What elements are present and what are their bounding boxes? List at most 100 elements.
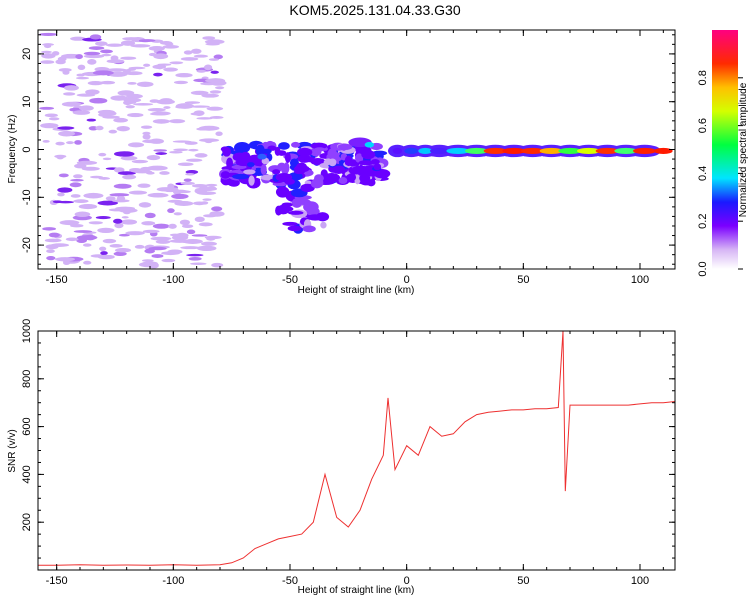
- speckle-mark: [142, 139, 161, 144]
- speckle-mark: [78, 105, 94, 111]
- speckle-mark: [64, 85, 79, 91]
- speckle-mark: [186, 253, 204, 257]
- speckle-mark: [114, 222, 124, 229]
- speckle-mark: [100, 110, 117, 117]
- speckle-mark: [83, 243, 92, 247]
- snr-x-tick-label: 0: [404, 575, 410, 587]
- speckle-mark: [128, 190, 148, 195]
- speckle-mark: [186, 229, 196, 235]
- speckle-mark: [40, 60, 55, 64]
- spectrogram-y-tick-label: 20: [21, 48, 33, 60]
- cluster-mark: [314, 174, 324, 183]
- speckle-mark: [87, 59, 97, 65]
- speckle-mark: [61, 101, 82, 107]
- speckle-mark: [105, 43, 124, 47]
- speckle-mark: [201, 93, 220, 98]
- speckle-mark: [215, 131, 223, 137]
- snr-frame: [37, 330, 676, 571]
- speckle-mark: [42, 227, 57, 231]
- speckle-mark: [200, 201, 209, 205]
- speckle-mark: [140, 166, 152, 171]
- cluster-mark: [288, 172, 303, 181]
- speckle-mark: [211, 262, 224, 268]
- speckle-mark: [208, 58, 220, 61]
- speckle-mark: [58, 173, 69, 178]
- speckle-mark: [62, 260, 71, 266]
- band-mark: [633, 147, 657, 155]
- speckle-mark: [194, 188, 202, 194]
- page-title: KOM5.2025.131.04.33.G30: [289, 2, 461, 18]
- colorbar-label: Normalized spectral amplitude: [738, 82, 749, 217]
- speckle-mark: [100, 49, 113, 54]
- speckle-mark: [152, 119, 170, 124]
- cluster-mark: [222, 146, 232, 157]
- speckle-mark: [142, 134, 151, 140]
- speckle-mark: [191, 183, 208, 188]
- cluster-mark: [370, 159, 380, 165]
- snr-panel: -150 -100 -50 0 50 100 200 400 600 800 1000 Heigh…: [7, 319, 676, 596]
- cluster-mark: [281, 164, 289, 175]
- speckle-mark: [173, 212, 182, 216]
- spectrogram-y-tick-label: 0: [21, 146, 33, 152]
- colorbar: 0.0 0.2 0.4 0.6 0.8 Normalized spectral ampl…: [697, 30, 749, 277]
- cluster-mark: [300, 183, 315, 193]
- speckle-mark: [83, 54, 105, 59]
- speckle-mark: [142, 131, 151, 136]
- cluster-mark: [354, 153, 364, 163]
- speckle-mark: [147, 107, 166, 112]
- speckle-mark: [205, 183, 218, 187]
- band-mark: [430, 147, 449, 155]
- speckle-mark: [191, 234, 208, 237]
- cluster-mark: [296, 162, 308, 172]
- cluster-mark: [281, 202, 293, 208]
- speckle-mark: [100, 80, 116, 85]
- speckle-mark: [70, 36, 86, 41]
- speckle-mark: [83, 192, 104, 199]
- cluster-mark: [364, 141, 375, 148]
- speckle-mark: [106, 68, 127, 72]
- speckle-mark: [65, 237, 79, 242]
- speckle-mark: [133, 102, 154, 106]
- speckle-mark: [141, 221, 156, 226]
- cluster-mark: [316, 212, 330, 222]
- speckle-mark: [200, 241, 218, 246]
- speckle-mark: [149, 112, 167, 116]
- band-mark: [521, 147, 545, 155]
- speckle-mark: [58, 68, 72, 72]
- snr-y-tick-label: 400: [21, 465, 33, 483]
- speckle-mark: [152, 223, 170, 229]
- speckle-mark: [141, 39, 156, 42]
- snr-y-tick-label: 600: [21, 417, 33, 435]
- speckle-mark: [50, 243, 70, 247]
- cluster-mark: [366, 179, 376, 187]
- speckle-mark: [78, 204, 98, 210]
- speckle-mark: [163, 67, 179, 72]
- speckle-mark: [140, 125, 153, 129]
- cluster-mark: [302, 225, 316, 233]
- speckle-mark: [168, 223, 177, 229]
- speckle-mark: [55, 59, 66, 65]
- speckle-mark: [83, 260, 92, 265]
- spectrogram-x-tick-label: -50: [282, 274, 298, 286]
- speckle-mark: [117, 90, 135, 96]
- cluster-mark: [359, 173, 371, 183]
- speckle-mark: [162, 44, 180, 49]
- speckle-mark: [95, 216, 111, 220]
- speckle-mark: [74, 163, 87, 169]
- speckle-mark: [138, 202, 152, 208]
- speckle-mark: [102, 115, 120, 119]
- speckle-mark: [59, 220, 80, 226]
- speckle-mark: [142, 229, 160, 234]
- speckle-mark: [85, 89, 100, 95]
- speckle-mark: [76, 160, 98, 165]
- speckle-mark: [202, 198, 212, 201]
- speckle-mark: [141, 259, 154, 262]
- speckle-mark: [74, 140, 82, 145]
- speckle-mark: [113, 151, 135, 157]
- speckle-mark: [58, 130, 76, 137]
- speckle-mark: [109, 193, 130, 197]
- speckle-mark: [175, 73, 193, 78]
- speckle-mark: [123, 100, 132, 106]
- speckle-mark: [193, 110, 205, 116]
- speckle-mark: [167, 183, 175, 189]
